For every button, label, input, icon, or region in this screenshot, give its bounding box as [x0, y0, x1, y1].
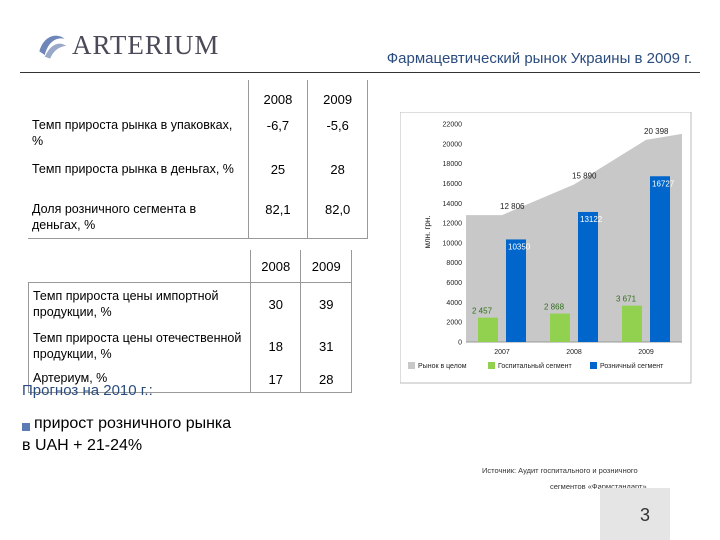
- y-tick-label: 4000: [446, 300, 462, 307]
- legend-swatch: [590, 362, 597, 369]
- y-tick-label: 6000: [446, 280, 462, 287]
- prices-table: 2008 2009 Темп прироста цены импортной п…: [28, 250, 352, 393]
- row-label: Доля розничного сегмента в деньгах, %: [28, 198, 249, 239]
- arterium-logo-icon: [37, 31, 67, 61]
- y-tick-label: 14000: [443, 201, 463, 208]
- row-label: Артериум, %: [28, 366, 251, 393]
- data-label-market: 20 398: [644, 127, 669, 136]
- cell-value: -6,7: [247, 114, 308, 158]
- bar-hospital: [478, 317, 498, 342]
- data-label-hospital: 2 868: [544, 303, 565, 312]
- bar-retail: [650, 176, 670, 342]
- cell-value: 17: [249, 366, 301, 393]
- year-header: 2008: [249, 250, 301, 283]
- row-label: Темп прироста цены импортной продукции, …: [28, 282, 251, 327]
- data-label-hospital: 2 457: [472, 307, 493, 316]
- source-note: Источник: Аудит госпитального и рознично…: [482, 466, 638, 475]
- data-label-retail: 10350: [508, 242, 531, 251]
- cell-value: 25: [247, 158, 308, 198]
- y-tick-label: 16000: [443, 181, 463, 188]
- table-header-row: 2008 2009: [28, 80, 368, 114]
- row-label: Темп прироста рынка в деньгах, %: [32, 162, 234, 176]
- legend-label: Розничный сегмент: [600, 362, 664, 370]
- bar-retail: [578, 211, 598, 342]
- bullet-icon: [22, 423, 30, 431]
- table-header-row: 2008 2009: [29, 250, 352, 283]
- cell-value: 82,0: [307, 198, 368, 239]
- cell-value: 28: [307, 158, 368, 198]
- y-tick-label: 18000: [443, 161, 463, 168]
- y-axis-label: млн. грн.: [423, 215, 432, 248]
- table-row: Темп прироста рынка в упаковках, % -6,7 …: [28, 114, 368, 158]
- forecast-title: Прогноз на 2010 г.:: [22, 382, 153, 399]
- data-label-market: 15 890: [572, 172, 597, 181]
- page-title: Фармацевтический рынок Украины в 2009 г.: [386, 50, 692, 67]
- data-label-hospital: 3 671: [616, 295, 637, 304]
- y-tick-label: 22000: [443, 122, 463, 129]
- legend-swatch: [488, 362, 495, 369]
- cell-value: 30: [249, 282, 301, 327]
- y-tick-label: 2000: [446, 320, 462, 327]
- table-row: Темп прироста цены импортной продукции, …: [28, 282, 352, 327]
- table-row: Артериум, % 17 28: [28, 366, 352, 393]
- row-label: Темп прироста цены отечественной продукц…: [28, 326, 251, 367]
- logo-text: ARTERIUM: [72, 30, 220, 60]
- legend-label: Госпитальный сегмент: [498, 362, 572, 370]
- chart-frame: [400, 112, 692, 384]
- cell-value: 82,1: [247, 198, 308, 239]
- x-tick-label: 2008: [566, 349, 582, 356]
- row-label: Темп прироста рынка в упаковках, %: [32, 118, 233, 148]
- source-note: сегментов «Фармстандарт»: [550, 482, 647, 491]
- cell-value: 31: [300, 326, 352, 367]
- y-tick-label: 0: [458, 340, 462, 347]
- cell-value: 18: [249, 326, 301, 367]
- cell-value: -5,6: [307, 114, 368, 158]
- y-tick-label: 10000: [443, 240, 463, 247]
- y-tick-label: 20000: [443, 141, 463, 148]
- table-row: Темп прироста цены отечественной продукц…: [28, 326, 352, 367]
- page-number-box: [600, 488, 670, 540]
- page-number: 3: [640, 505, 651, 525]
- y-tick-label: 8000: [446, 260, 462, 267]
- area-market-total: [466, 133, 682, 342]
- forecast-line: прирост розничного рынка: [34, 415, 232, 432]
- data-label-retail: 13122: [580, 215, 603, 224]
- y-tick-label: 12000: [443, 221, 463, 228]
- cell-value: 39: [300, 282, 352, 327]
- table-row: Доля розничного сегмента в деньгах, % 82…: [28, 198, 368, 239]
- market-chart: млн. грн. 0 2000 4000 6000 8000 10000 12000 1400…: [400, 112, 692, 384]
- year-header: 2009: [300, 250, 352, 283]
- bar-retail: [506, 239, 526, 342]
- year-header: 2009: [307, 80, 368, 114]
- bar-hospital: [550, 313, 570, 342]
- market-table: 2008 2009 Темп прироста рынка в упаковка…: [28, 80, 368, 239]
- title-divider: [20, 72, 700, 73]
- legend-swatch: [408, 362, 415, 369]
- cell-value: 28: [300, 366, 352, 393]
- x-tick-label: 2007: [494, 349, 510, 356]
- data-label-retail: 16727: [652, 179, 675, 188]
- legend-label: Рынок в целом: [418, 363, 467, 370]
- x-tick-label: 2009: [638, 349, 654, 356]
- forecast-line: в UAH + 21-24%: [22, 437, 143, 454]
- data-label-market: 12 806: [500, 202, 525, 211]
- bar-hospital: [622, 305, 642, 342]
- year-header: 2008: [247, 80, 308, 114]
- table-row: Темп прироста рынка в деньгах, % 25 28: [28, 158, 368, 198]
